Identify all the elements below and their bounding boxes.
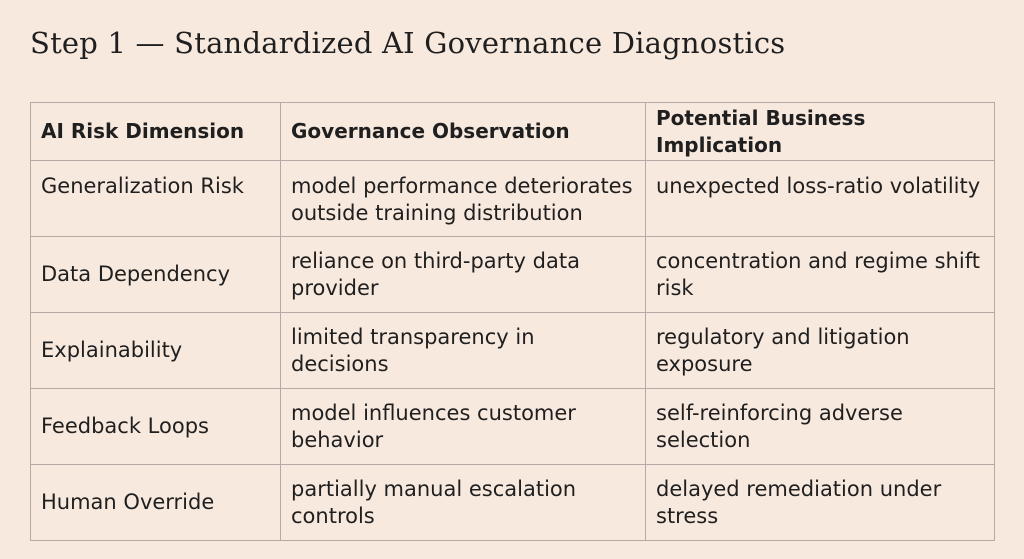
governance-observation-cell: partially manual escalation controls [280, 464, 646, 541]
table-header-row: AI Risk Dimension Governance Observation… [30, 102, 995, 161]
page-title: Step 1 — Standardized AI Governance Diag… [30, 26, 786, 60]
governance-observation-cell: model influences customer behavior [280, 388, 646, 465]
business-implication-cell: delayed remediation under stress [645, 464, 995, 541]
business-implication-cell: concentration and regime shift risk [645, 236, 995, 313]
column-header-governance-observation: Governance Observation [280, 102, 646, 161]
business-implication-cell: regulatory and litigation exposure [645, 312, 995, 389]
risk-dimension-cell: Data Dependency [30, 236, 281, 313]
column-header-business-implication: Potential Business Implication [645, 102, 995, 161]
risk-dimension-cell: Generalization Risk [30, 160, 281, 237]
table-row: Generalization Risk model performance de… [30, 160, 995, 237]
table-row: Explainability limited transparency in d… [30, 312, 995, 389]
diagnostics-table: AI Risk Dimension Governance Observation… [30, 102, 995, 541]
table-row: Human Override partially manual escalati… [30, 464, 995, 541]
column-header-risk-dimension: AI Risk Dimension [30, 102, 281, 161]
table-row: Feedback Loops model influences customer… [30, 388, 995, 465]
governance-observation-cell: model performance deteriorates outside t… [280, 160, 646, 237]
risk-dimension-cell: Explainability [30, 312, 281, 389]
table-row: Data Dependency reliance on third-party … [30, 236, 995, 313]
business-implication-cell: unexpected loss-ratio volatility [645, 160, 995, 237]
governance-observation-cell: limited transparency in decisions [280, 312, 646, 389]
risk-dimension-cell: Feedback Loops [30, 388, 281, 465]
governance-observation-cell: reliance on third-party data provider [280, 236, 646, 313]
business-implication-cell: self-reinforcing adverse selection [645, 388, 995, 465]
risk-dimension-cell: Human Override [30, 464, 281, 541]
